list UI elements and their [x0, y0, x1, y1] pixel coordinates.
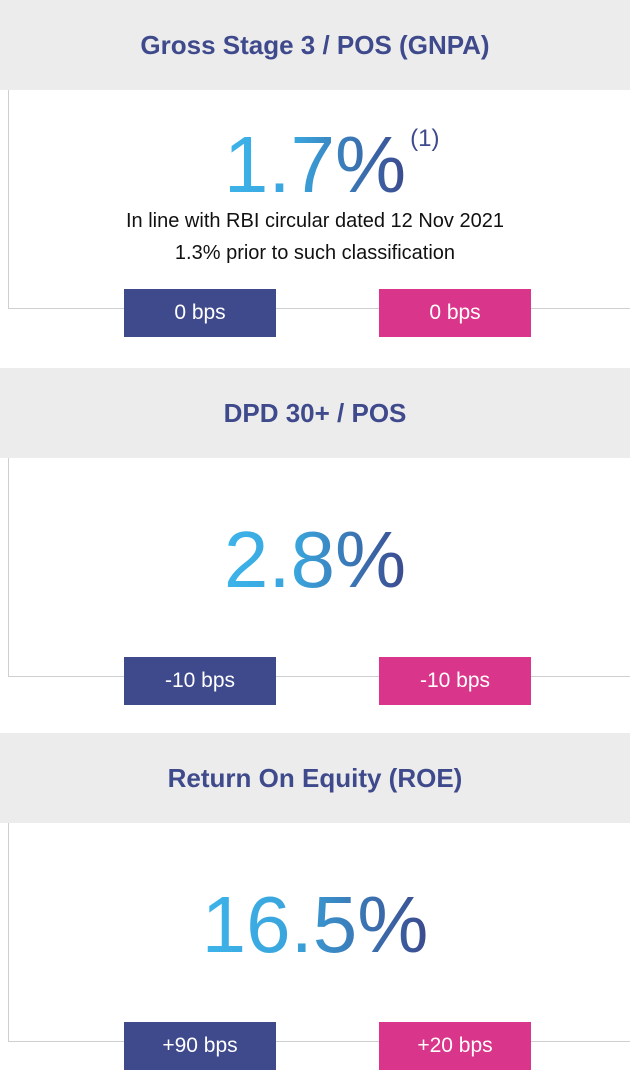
note-line: In line with RBI circular dated 12 Nov 2…	[126, 210, 504, 232]
note-line: 1.3% prior to such classification	[174, 242, 456, 264]
kpi-card: Gross Stage 3 / POS (GNPA) 1.7% (1) In line…	[0, 0, 630, 340]
kpi-value-row: 16.5%	[0, 885, 630, 965]
card-title: Return On Equity (ROE)	[0, 733, 630, 823]
kpi-value: 2.8%	[223, 515, 407, 604]
change-badge: 0 bps	[379, 289, 531, 337]
kpi-value: 1.7%	[223, 120, 407, 209]
border-bottom	[8, 308, 630, 309]
kpi-card: DPD 30+ / POS 2.8% -10 bps -10 bps	[0, 368, 630, 708]
border-bottom	[8, 676, 630, 677]
card-title: DPD 30+ / POS	[0, 368, 630, 458]
change-badge: -10 bps	[124, 657, 276, 705]
footnote-marker: (1)	[410, 125, 440, 152]
change-badge: +90 bps	[124, 1022, 276, 1070]
card-title: Gross Stage 3 / POS (GNPA)	[0, 0, 630, 90]
border-left	[8, 90, 9, 308]
border-left	[8, 823, 9, 1041]
kpi-value-row: 2.8%	[0, 520, 630, 600]
kpi-value: 16.5%	[201, 880, 429, 969]
kpi-value-row: 1.7%	[0, 125, 630, 205]
border-bottom	[8, 1041, 630, 1042]
change-badge: 0 bps	[124, 289, 276, 337]
border-left	[8, 458, 9, 676]
kpi-card: Return On Equity (ROE) 16.5% +90 bps +20 bp…	[0, 733, 630, 1073]
change-badge: +20 bps	[379, 1022, 531, 1070]
change-badge: -10 bps	[379, 657, 531, 705]
